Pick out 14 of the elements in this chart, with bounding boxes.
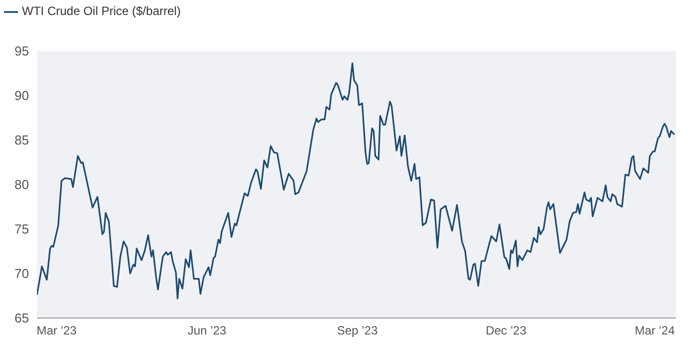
x-tick-label: Mar ’24	[634, 324, 676, 338]
x-tick-label: Sep ’23	[336, 324, 378, 338]
line-series	[37, 62, 676, 300]
y-tick-label: 75	[14, 222, 29, 237]
y-tick-label: 95	[14, 43, 29, 58]
legend-label: WTI Crude Oil Price ($/barrel)	[22, 4, 181, 18]
x-tick-label: Jun ’23	[188, 324, 227, 338]
y-tick-label: 80	[14, 177, 29, 192]
y-tick-label: 85	[14, 132, 29, 148]
x-tick-label: Mar ’23	[36, 324, 77, 338]
y-tick-label: 70	[14, 266, 29, 282]
y-tick-label: 65	[14, 310, 29, 326]
x-tick-label: Dec ’23	[486, 324, 527, 338]
y-tick-label: 90	[14, 88, 29, 103]
